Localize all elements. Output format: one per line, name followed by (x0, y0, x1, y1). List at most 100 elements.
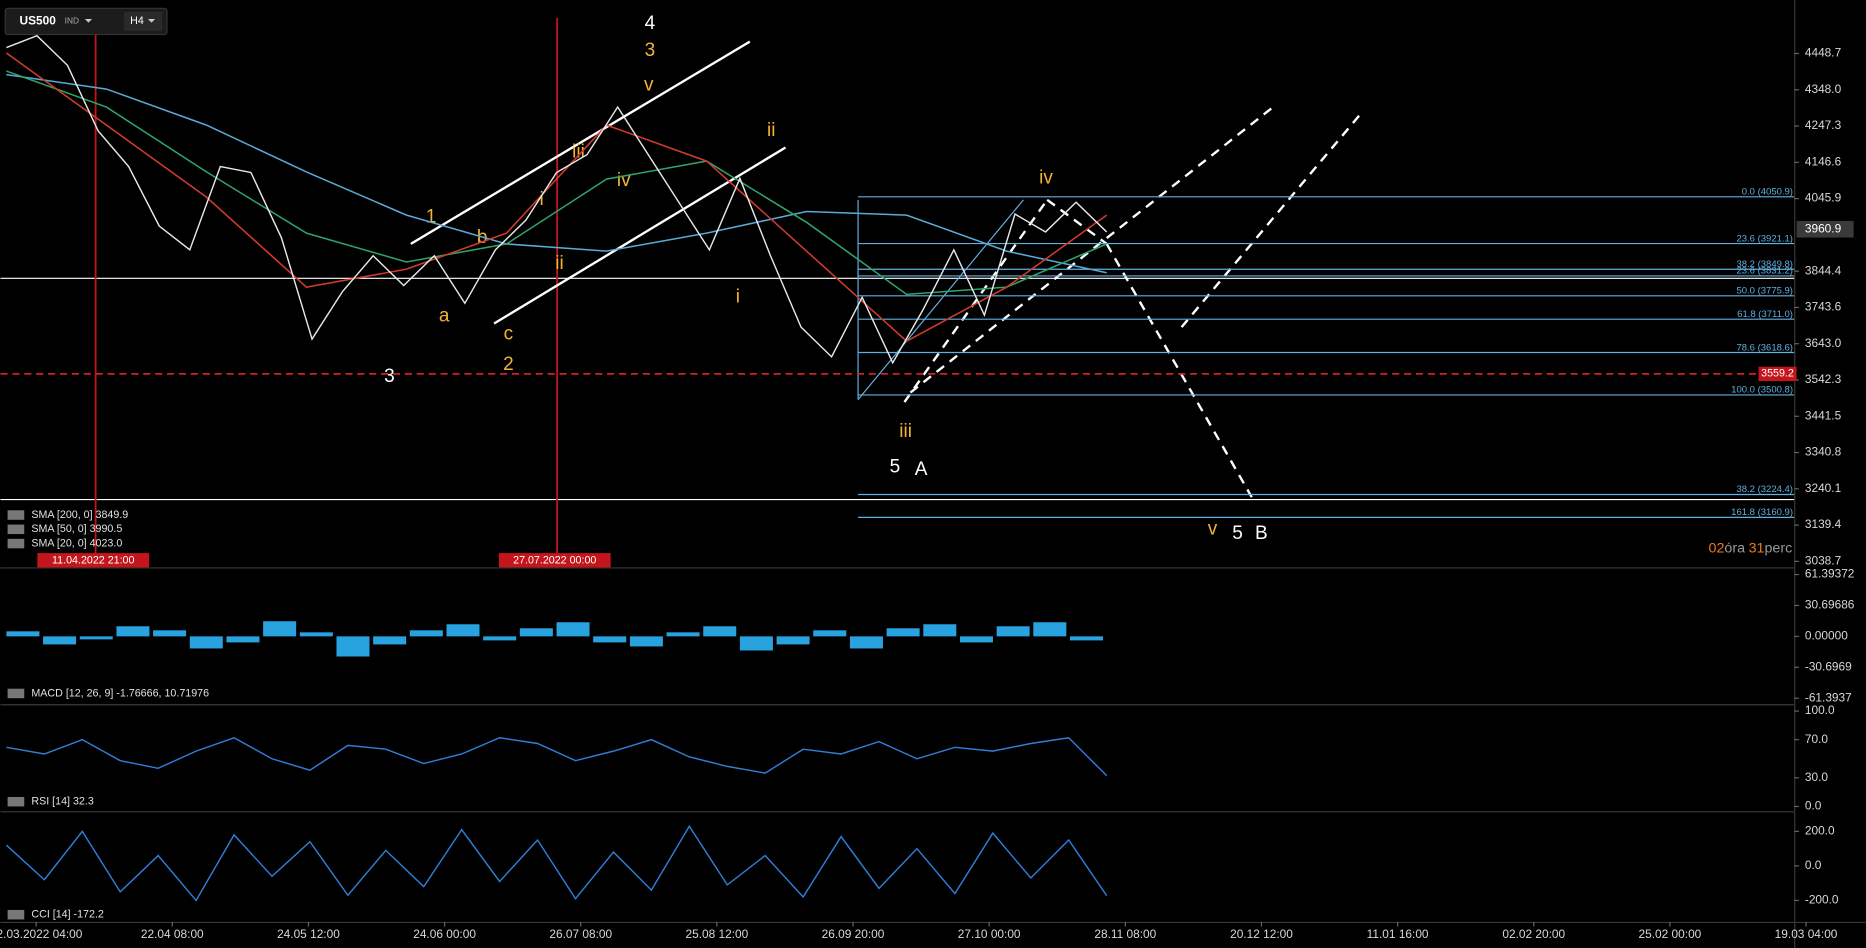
macd-bar (6, 631, 40, 637)
wave-label: v (1208, 518, 1218, 539)
macd-tick-label: 0.00000 (1805, 629, 1848, 643)
time-tick-label: 24.05 12:00 (277, 927, 340, 941)
countdown-hours: 02 (1709, 540, 1725, 556)
macd-bar (446, 624, 480, 637)
wave-label: c (504, 323, 514, 344)
macd-bar (996, 626, 1030, 637)
wave-label: v (644, 75, 654, 96)
price-tick-label: 4146.6 (1805, 154, 1842, 168)
wave-label: A (915, 459, 928, 480)
price-tick-label: 3038.7 (1805, 553, 1841, 567)
macd-bar (923, 624, 957, 637)
time-tick-label: 24.06 00:00 (413, 927, 476, 941)
macd-bar (483, 636, 517, 641)
fib-frame (857, 199, 1024, 401)
fib-label: 38.2 (3849.8) (1736, 259, 1793, 270)
sma-legend-icon (7, 524, 25, 535)
wave-label: 5 (890, 456, 901, 477)
level-price-tag (1758, 366, 1797, 382)
price-tick-label: 4348.0 (1805, 82, 1842, 96)
time-tick-label: 25.08 12:00 (686, 927, 749, 941)
dropdown-icon[interactable] (147, 19, 156, 23)
time-tick-label: 11.01 16:00 (1367, 927, 1429, 941)
countdown-minutes: 31 (1749, 540, 1765, 556)
countdown: 02óra 31perc (1709, 540, 1793, 556)
countdown-hours-unit: óra (1724, 540, 1745, 556)
wave-label: 3 (645, 40, 656, 61)
macd-bar (336, 636, 370, 657)
wave-label: i (736, 286, 740, 307)
price-tick-label: 3340.8 (1805, 445, 1842, 459)
wave-label: ii (555, 253, 563, 274)
fib-label: 38.2 (3224.4) (1736, 484, 1793, 495)
cci-tick-label: -200.0 (1805, 893, 1839, 907)
sma-line (6, 73, 1107, 274)
price-line (6, 34, 1108, 365)
rsi-legend: RSI [14] 32.3 (31, 796, 93, 808)
time-tick-label: 19.03 04:00 (1775, 927, 1838, 941)
macd-bar (1033, 622, 1067, 637)
symbol[interactable]: US500 (19, 14, 56, 28)
cci-legend: CCI [14] -172.2 (31, 909, 104, 921)
macd-legend: MACD [12, 26, 9] -1.76666, 10.71976 (31, 687, 209, 699)
wave-label: 5 (1232, 523, 1243, 544)
time-tick-label: 22.03.2022 04:00 (0, 927, 83, 941)
price-tick-label: 3643.0 (1805, 336, 1842, 350)
wave-label: iii (899, 421, 912, 442)
time-tick-label: 28.11 08:00 (1094, 927, 1156, 941)
fib-label: 0.0 (4050.9) (1742, 187, 1793, 198)
time-tick-label: 02.02 20:00 (1502, 927, 1565, 941)
macd-tick-label: 61.39372 (1805, 567, 1855, 581)
countdown-minutes-unit: perc (1764, 540, 1792, 556)
projection-lines (903, 106, 1364, 498)
timeframe[interactable]: H4 (130, 15, 144, 27)
fib-label: 23.6 (3831.2) (1736, 266, 1793, 277)
macd-bar (556, 622, 590, 637)
macd-bar (849, 636, 883, 649)
sma-legend: SMA [50, 0] 3990.5 (31, 523, 122, 535)
wave-label: i (540, 189, 544, 210)
sma-legend-icon (7, 510, 25, 520)
macd-bar (116, 626, 150, 637)
time-tick-label: 26.07 08:00 (549, 927, 612, 941)
time-tick-label: 27.10 00:00 (958, 927, 1021, 941)
macd-tick-label: -30.6969 (1805, 659, 1852, 673)
price-tick-label: 3240.1 (1805, 481, 1842, 495)
macd-tick-label: -61.3937 (1805, 690, 1852, 704)
macd-bar (43, 636, 77, 645)
marker-label: 11.04.2022 21:00 (52, 555, 134, 567)
dropdown-icon[interactable] (84, 19, 93, 23)
macd-bar (373, 636, 407, 645)
price-tick-label: 3743.6 (1805, 300, 1842, 314)
marker-label: 27.07.2022 00:00 (513, 555, 596, 567)
marker-tag (37, 553, 150, 568)
wave-label: 3 (384, 366, 395, 387)
time-tick-label: 25.02 00:00 (1639, 927, 1702, 941)
fib-label: 50.0 (3775.9) (1736, 286, 1793, 297)
wave-label: ii (767, 120, 775, 141)
macd-bar (629, 636, 663, 647)
macd-bar (189, 636, 223, 649)
cci-tick-label: 0.0 (1805, 858, 1822, 872)
marker-tag (498, 553, 611, 568)
timeframe-box[interactable] (124, 11, 163, 31)
price-tick-label: 3542.3 (1805, 372, 1842, 386)
macd-bar (299, 632, 333, 637)
macd-bar (1069, 636, 1103, 641)
fib-label: 100.0 (3500.8) (1731, 385, 1793, 396)
legend-icons (7, 688, 25, 920)
sma-legend: SMA [200, 0] 3849.9 (31, 509, 128, 521)
wave-label: 4 (645, 13, 656, 34)
wave-label: iv (617, 170, 631, 191)
macd-bar (813, 630, 847, 637)
wave-label: 1 (426, 207, 437, 228)
macd-bar (959, 636, 993, 643)
time-tick-label: 22.04 08:00 (141, 927, 204, 941)
macd-bar (226, 636, 260, 643)
wave-label: iv (1039, 167, 1053, 188)
macd-bar (79, 636, 113, 640)
sma-line (6, 70, 1107, 296)
fib-label: 161.8 (3160.9) (1731, 507, 1793, 518)
